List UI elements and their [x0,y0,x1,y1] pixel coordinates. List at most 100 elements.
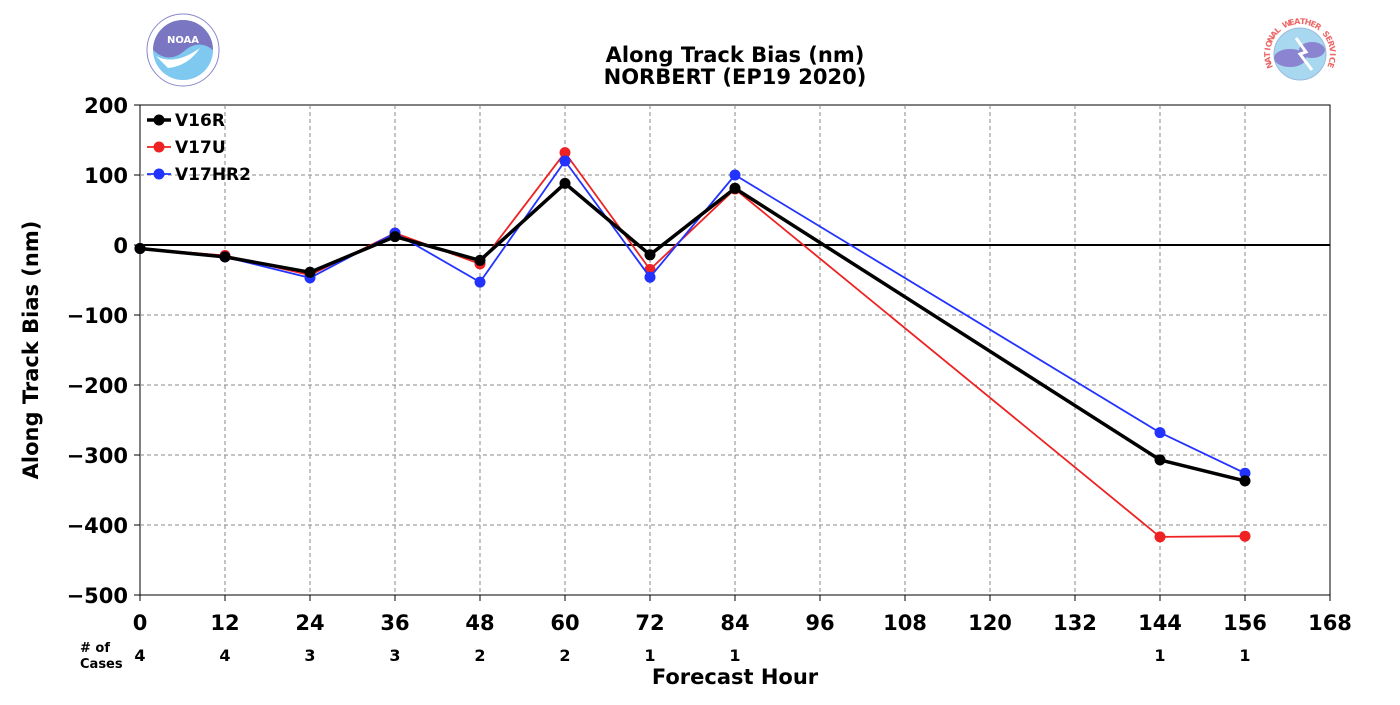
x-tick-label: 84 [720,611,749,635]
y-tick-label: −200 [67,374,128,398]
legend-item-v17hr2: V17HR2 [147,165,251,185]
data-point-v16r [134,243,146,254]
x-tick-label: 48 [465,611,494,635]
x-tick-label: 24 [295,611,324,635]
case-count: 3 [389,646,400,665]
y-tick-label: −300 [67,444,128,468]
nws-logo-letter: A [1263,55,1273,64]
y-axis-label: Along Track Bias (nm) [19,221,43,480]
nws-logo-letter: O [1264,39,1275,48]
nws-logo-letter: T [1263,51,1272,57]
x-tick-label: 12 [210,611,239,635]
x-tick-label: 96 [805,611,834,635]
case-count: 1 [1239,646,1250,665]
x-tick-label: 60 [550,611,579,635]
noaa-logo-text: NOAA [167,35,199,46]
x-tick-label: 120 [968,611,1012,635]
nws-logo-letter: T [1300,17,1307,26]
data-point-v16r [474,254,486,266]
nws-logo-letter: V [1327,45,1337,53]
legend-label: V16R [175,111,225,131]
series-line-v16r [139,181,1246,483]
x-tick-label: 156 [1223,611,1267,635]
legend: V16R V17U V17HR2 [147,111,251,185]
nws-logo-letter: H [1304,17,1313,27]
data-point-v17u [559,147,571,159]
data-point-v17hr2 [474,276,486,288]
y-tick-label: 0 [113,234,128,258]
data-point-v16r [389,231,401,243]
legend-marker [153,168,165,180]
case-count: 1 [729,646,740,665]
legend-marker [153,141,165,153]
y-tick-label: −100 [67,304,128,328]
nws-logo-letter: N [1264,60,1275,69]
x-axis: 0 12 24 36 48 60 72 84 96 108 120 132 144 156 168 [133,595,1352,635]
cases-label-line2: Cases [80,657,123,672]
x-tick-label: 168 [1308,611,1352,635]
data-point-v16r [219,251,231,263]
legend-item-v17u: V17U [147,138,226,158]
nws-logo-letter: C [1327,56,1337,64]
case-count: 4 [219,646,230,665]
series-v16r [134,177,1251,487]
data-point-v16r [304,266,316,278]
x-axis-label: Forecast Hour [652,665,819,689]
data-point-v17hr2 [559,155,571,167]
nws-logo-letter: I [1328,53,1337,56]
nws-logo-letter: I [1263,47,1272,51]
x-tick-label: 72 [635,611,664,635]
y-axis: 200 100 0 −100 −200 −300 −400 −500 [67,94,140,608]
case-count: 3 [304,646,315,665]
case-count: 1 [1154,646,1165,665]
case-count: 1 [644,646,655,665]
data-point-v16r [1154,454,1166,466]
y-tick-label: −400 [67,514,128,538]
nws-logo-letter: A [1294,17,1302,27]
data-point-v16r [729,182,741,194]
legend-label: V17HR2 [175,165,251,185]
nws-logo-letter: E [1325,61,1335,69]
cases-row: 4 4 3 3 2 2 1 1 1 1 [134,646,1250,665]
nws-logo-letter: E [1309,19,1318,29]
nws-logo-letter: L [1273,25,1283,35]
chart-subtitle: NORBERT (EP19 2020) [604,65,867,89]
x-tick-label: 36 [380,611,409,635]
legend-marker [153,114,165,126]
data-point-v17hr2 [1239,467,1251,479]
nws-logo-letter: A [1269,28,1280,39]
case-count: 2 [474,646,485,665]
nws-logo-letter: S [1320,29,1331,39]
nws-logo-letter: N [1266,34,1277,44]
y-tick-label: 100 [84,164,128,188]
nws-logo-letter: E [1288,17,1296,27]
noaa-logo: NOAA [146,13,220,87]
case-count: 4 [134,646,145,665]
nws-logo-letter: E [1323,34,1334,43]
series-layer [134,147,1251,543]
data-point-v16r [644,249,656,261]
y-tick-label: 200 [84,94,128,118]
data-point-v17u [1239,530,1251,542]
data-point-v17hr2 [644,271,656,283]
legend-item-v16r: V16R [147,111,225,131]
data-point-v17u [1154,531,1166,543]
case-count: 2 [559,646,570,665]
cases-label-line1: # of [80,641,110,656]
nws-logo-letter: W [1281,18,1293,30]
data-point-v16r [1239,475,1251,487]
data-point-v17hr2 [1154,427,1166,439]
data-point-v17hr2 [729,169,741,181]
nws-logo-letter: R [1326,39,1336,48]
legend-label: V17U [175,138,226,158]
nws-logo-letter: R [1313,21,1323,32]
x-tick-label: 144 [1138,611,1182,635]
x-tick-label: 0 [133,611,148,635]
x-tick-label: 132 [1053,611,1097,635]
chart-title: Along Track Bias (nm) [606,43,865,67]
y-tick-label: −500 [67,584,128,608]
x-tick-label: 108 [883,611,927,635]
